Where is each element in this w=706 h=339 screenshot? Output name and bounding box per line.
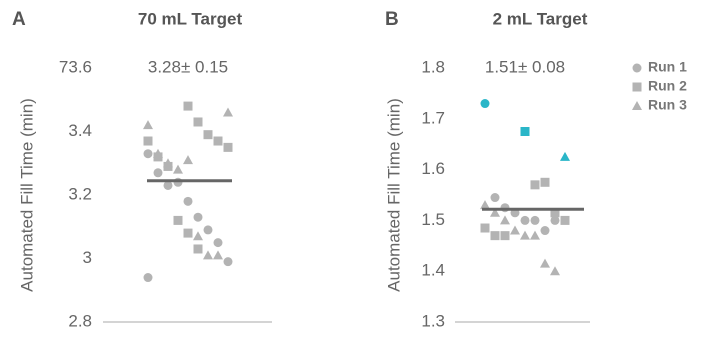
legend-label: Run 2 — [648, 78, 687, 94]
y-tick-label: 3 — [83, 248, 92, 267]
point — [213, 136, 223, 146]
point — [173, 215, 183, 225]
point — [500, 231, 510, 241]
point — [480, 200, 490, 210]
point — [193, 212, 203, 222]
point — [143, 120, 153, 130]
point — [173, 177, 183, 187]
legend-marker — [632, 101, 642, 110]
point — [490, 231, 500, 241]
point — [153, 148, 163, 158]
point — [490, 193, 500, 203]
point — [193, 231, 203, 241]
point — [223, 257, 233, 267]
point — [203, 250, 213, 260]
y-tick-label: 3.4 — [68, 121, 92, 140]
y-tick-label: 1.4 — [421, 261, 445, 280]
point — [143, 136, 153, 146]
y-tick-label: 73.6 — [59, 57, 92, 76]
panel-label: A — [12, 9, 26, 30]
point — [223, 142, 233, 152]
point — [530, 230, 540, 240]
point — [530, 180, 540, 190]
chart-title: 2 mL Target — [493, 9, 588, 28]
point — [193, 244, 203, 254]
point — [560, 151, 570, 161]
point — [520, 215, 530, 225]
point — [520, 127, 530, 136]
point — [153, 168, 163, 178]
point — [173, 164, 183, 174]
point — [183, 228, 193, 238]
y-axis-title: Automated Fill Time (min) — [384, 98, 403, 292]
point — [193, 117, 203, 127]
point — [183, 101, 193, 111]
point — [213, 250, 223, 260]
annotation: 3.28± 0.15 — [148, 57, 228, 76]
legend-marker — [632, 63, 642, 73]
point — [550, 215, 560, 225]
y-tick-label: 1.3 — [421, 311, 445, 330]
point — [203, 225, 213, 235]
point — [540, 258, 550, 268]
panel-label: B — [385, 9, 399, 30]
point — [530, 215, 540, 225]
legend-marker — [632, 82, 642, 92]
y-tick-label: 3.2 — [68, 184, 92, 203]
legend-label: Run 1 — [648, 59, 687, 75]
point — [540, 177, 550, 187]
point — [550, 208, 560, 218]
point — [183, 155, 193, 165]
point — [560, 215, 570, 225]
point — [520, 230, 530, 240]
y-tick-label: 1.7 — [421, 108, 445, 127]
point — [163, 158, 173, 168]
chart-title: 70 mL Target — [138, 9, 243, 28]
point — [203, 130, 213, 140]
point — [143, 273, 153, 283]
point — [500, 215, 510, 225]
y-tick-label: 2.8 — [68, 311, 92, 330]
point — [480, 223, 490, 233]
point — [540, 226, 550, 236]
annotation: 1.51± 0.08 — [485, 57, 565, 76]
y-tick-label: 1.5 — [421, 210, 445, 229]
legend-label: Run 3 — [648, 97, 687, 113]
point — [510, 225, 520, 235]
point — [550, 266, 560, 276]
y-axis-title: Automated Fill Time (min) — [17, 98, 36, 292]
point — [223, 107, 233, 117]
y-tick-label: 1.6 — [421, 159, 445, 178]
point — [143, 149, 153, 159]
point — [213, 238, 223, 248]
point — [163, 180, 173, 190]
point — [183, 196, 193, 206]
point — [490, 207, 500, 217]
point — [500, 203, 510, 213]
point — [480, 99, 490, 109]
y-tick-label: 1.8 — [421, 57, 445, 76]
